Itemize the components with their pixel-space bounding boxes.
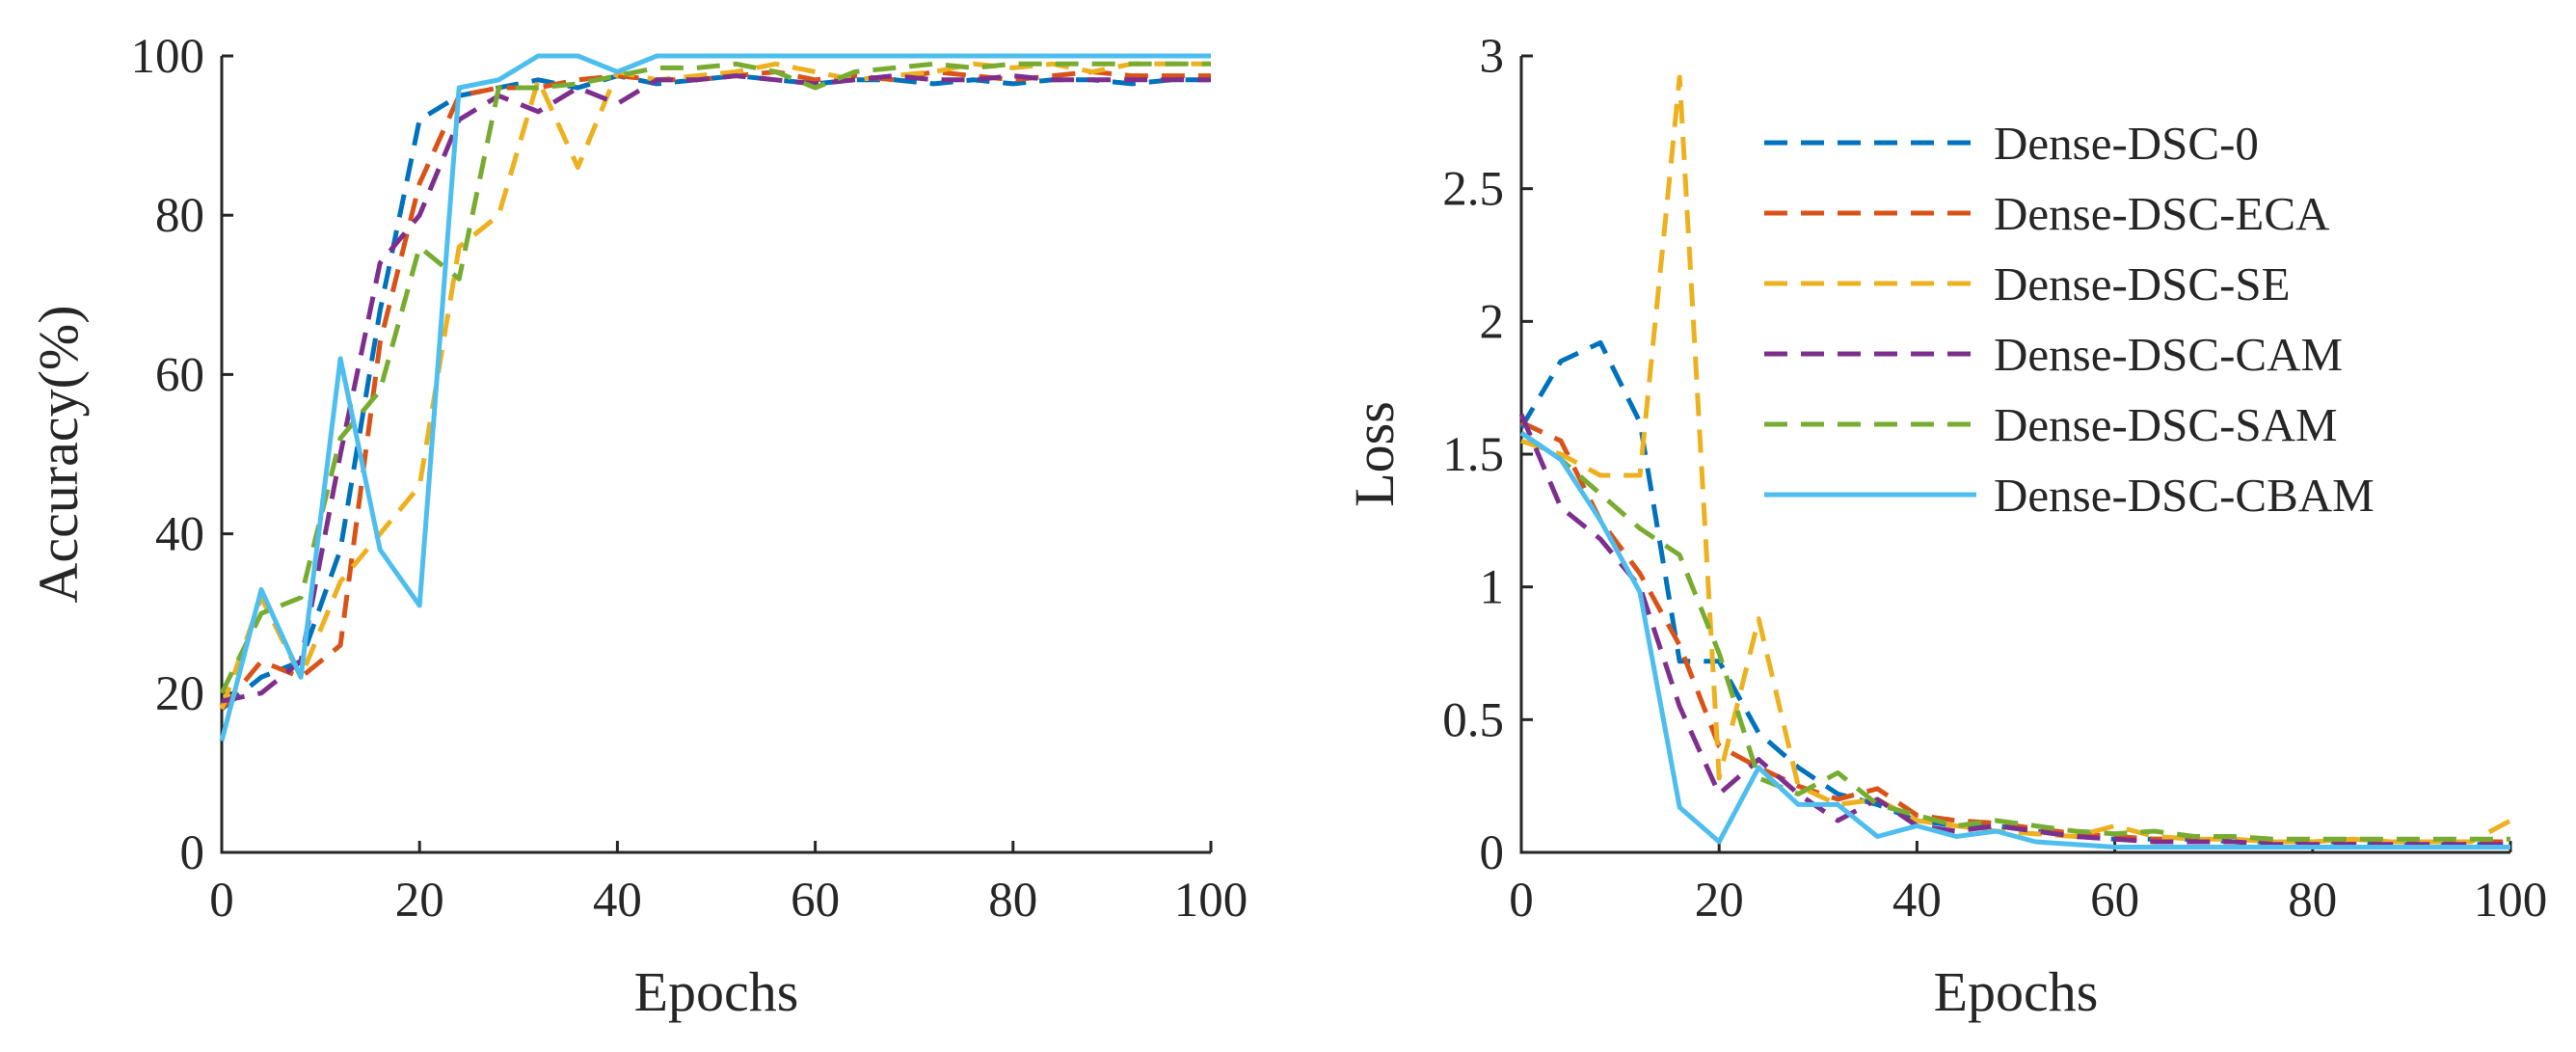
loss-series-dense-dsc-sam (1519, 430, 2510, 842)
loss-xtick-label: 0 (1509, 874, 1534, 928)
accuracy-xtick-label: 40 (593, 874, 642, 928)
loss-xtick-label: 80 (2288, 874, 2337, 928)
legend-label-dense-dsc-0: Dense-DSC-0 (1994, 117, 2259, 170)
accuracy-ytick-label: 80 (155, 189, 204, 243)
accuracy-xtick-label: 60 (791, 874, 840, 928)
loss-ticks: 0 20 40 60 80 100 0 0.5 1 1.5 2 2.5 3 (1442, 30, 2547, 928)
accuracy-xtick-label: 0 (209, 874, 234, 928)
accuracy-ytick-label: 0 (180, 826, 205, 880)
loss-axes (1519, 56, 2510, 854)
accuracy-ylabel: Accuracy(%) (27, 305, 90, 603)
loss-series-dense-dsc-cbam (1519, 430, 2510, 850)
loss-ytick-label: 2 (1480, 295, 1505, 349)
loss-ytick-label: 0 (1480, 826, 1505, 880)
accuracy-series-dense-dsc-cbam (219, 53, 1211, 742)
legend-label-dense-dsc-sam: Dense-DSC-SAM (1994, 398, 2338, 451)
accuracy-series-group (219, 53, 1211, 742)
accuracy-axes (220, 56, 1211, 854)
accuracy-ytick-label: 40 (155, 508, 204, 562)
legend: Dense-DSC-0 Dense-DSC-ECA Dense-DSC-SE D… (1764, 117, 2375, 522)
loss-ytick-label: 2.5 (1442, 163, 1504, 217)
accuracy-chart: 0 20 40 60 80 100 0 20 40 60 80 100 Epochs Accuracy… (27, 30, 1248, 1023)
legend-label-dense-dsc-cbam: Dense-DSC-CBAM (1994, 469, 2375, 522)
accuracy-series-dense-dsc-0 (220, 73, 1211, 712)
accuracy-xtick-label: 100 (1174, 874, 1248, 928)
loss-ylabel: Loss (1343, 401, 1406, 507)
accuracy-series-dense-dsc-cam (221, 73, 1211, 704)
loss-xtick-label: 20 (1695, 874, 1744, 928)
loss-ytick-label: 1.5 (1442, 428, 1504, 482)
accuracy-xlabel: Epochs (634, 960, 799, 1023)
loss-series-dense-dsc-cam (1518, 413, 2510, 848)
loss-ytick-label: 0.5 (1442, 693, 1504, 747)
loss-ytick-label: 1 (1480, 561, 1505, 615)
loss-xtick-label: 100 (2474, 874, 2548, 928)
loss-chart: 0 20 40 60 80 100 0 0.5 1 1.5 2 2.5 3 Epochs Loss De… (1343, 30, 2547, 1023)
legend-label-dense-dsc-se: Dense-DSC-SE (1994, 257, 2291, 310)
legend-label-dense-dsc-cam: Dense-DSC-CAM (1994, 328, 2343, 381)
loss-xlabel: Epochs (1934, 960, 2099, 1023)
loss-xtick-label: 40 (1892, 874, 1942, 928)
accuracy-series-dense-dsc-eca (220, 69, 1211, 711)
accuracy-ticks: 0 20 40 60 80 100 0 20 40 60 80 100 (131, 30, 1248, 928)
loss-series-group (1518, 74, 2512, 850)
loss-ytick-label: 3 (1480, 30, 1505, 84)
accuracy-ytick-label: 100 (131, 30, 205, 84)
accuracy-ytick-label: 60 (155, 348, 204, 402)
accuracy-series-dense-dsc-se (219, 61, 1211, 711)
accuracy-ytick-label: 20 (155, 667, 204, 721)
accuracy-xtick-label: 80 (988, 874, 1037, 928)
loss-xtick-label: 60 (2090, 874, 2139, 928)
accuracy-xtick-label: 20 (395, 874, 444, 928)
legend-label-dense-dsc-eca: Dense-DSC-ECA (1994, 187, 2330, 240)
accuracy-series-dense-dsc-sam (219, 61, 1211, 694)
